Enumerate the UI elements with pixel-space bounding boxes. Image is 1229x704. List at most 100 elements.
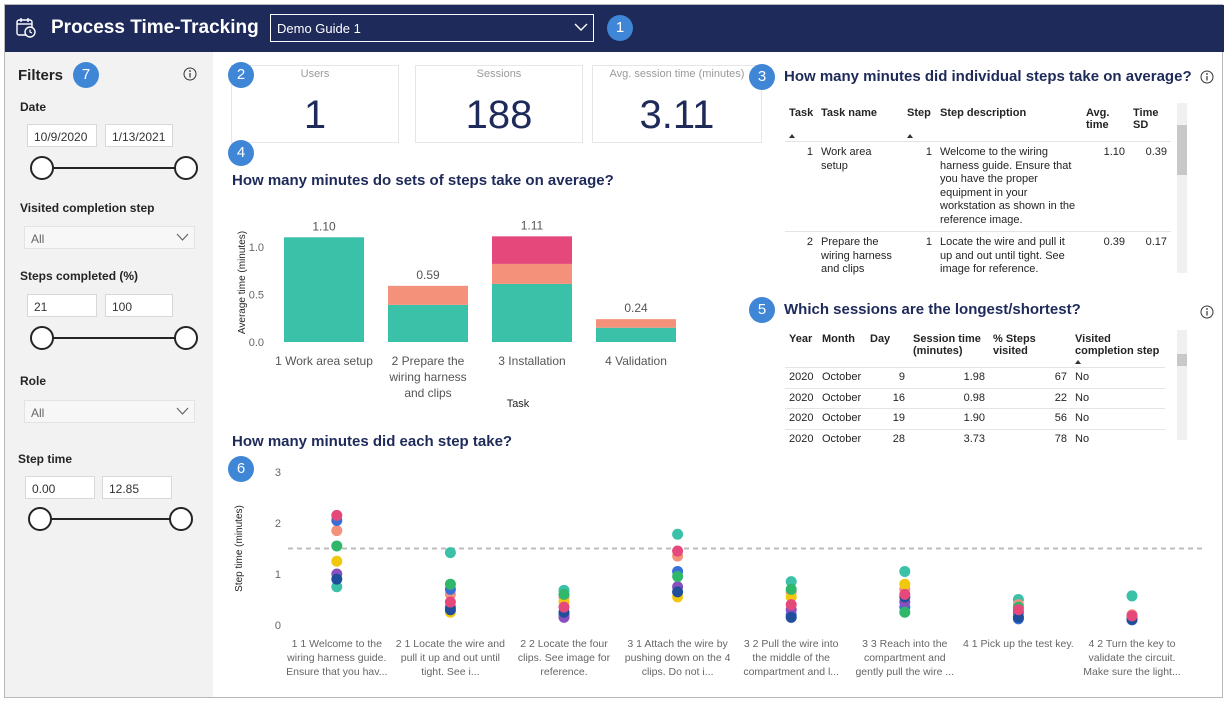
filter-input[interactable]: 21 [27, 294, 97, 317]
x-tick-label: 1 Work area setup [275, 354, 373, 368]
kpi-card: Sessions 188 [415, 65, 583, 143]
point [785, 591, 797, 603]
badge: 6 [228, 456, 254, 482]
x-tick-label: 3 3 Reach into the compartment and gentl… [855, 638, 955, 678]
sort-icon [789, 134, 795, 138]
filter-label: Step time [18, 452, 73, 466]
table-row: 2020 October 16 0.98 22 No [785, 387, 1165, 409]
filter-label: Visited completion step [20, 201, 155, 215]
badge: 1 [607, 15, 633, 41]
table-row: 2020 October 28 3.73 78 No [785, 428, 1165, 449]
table-cell: 78 [989, 428, 1071, 449]
table-cell: No [1071, 367, 1165, 388]
info-icon[interactable] [183, 67, 197, 81]
y-tick-label: 0.5 [249, 289, 264, 301]
column-header: Time SD [1133, 107, 1159, 131]
sort-icon [907, 134, 913, 138]
scrollbar[interactable] [1177, 103, 1187, 273]
point [672, 586, 684, 598]
table-row: 2020 October 9 1.98 67 No [785, 367, 1165, 388]
x-axis-label: Task [506, 398, 530, 410]
header-row: Year Month Day Session time (minutes) % Step… [785, 330, 1165, 368]
table-cell: October [818, 367, 866, 388]
info-icon[interactable] [1200, 305, 1214, 319]
kpi-card: Users 1 [231, 65, 399, 143]
filters-title: Filters [18, 67, 64, 84]
table-cell: 3.73 [909, 428, 989, 449]
point [558, 601, 570, 613]
table-cell: 1 [903, 231, 936, 276]
y-tick-label: 1 [275, 569, 281, 581]
total-label: 1.11 [521, 218, 544, 232]
column-header: % Steps visited [993, 333, 1036, 357]
point [1012, 604, 1024, 616]
range-slider[interactable] [25, 325, 205, 353]
y-axis-label: Step time (minutes) [234, 505, 245, 592]
table-cell: Prepare the wiring harness and clips [817, 231, 903, 276]
filter-label: Role [20, 374, 47, 388]
badge: 2 [228, 62, 254, 88]
point [331, 581, 343, 593]
chart-title: How many minutes do sets of steps take o… [232, 172, 614, 189]
x-tick-label: 4 1 Pick up the test key. [963, 638, 1074, 650]
table-cell: No [1071, 387, 1165, 409]
chevron [176, 407, 189, 415]
point [331, 540, 343, 552]
bar-segment [596, 327, 676, 342]
filter-input[interactable]: 0.00 [25, 476, 95, 499]
filter-input[interactable]: 12.85 [102, 476, 172, 499]
y-tick-label: 1.0 [249, 242, 264, 254]
y-tick-label: 0 [275, 620, 281, 632]
filter-dropdown[interactable]: All [24, 226, 195, 249]
column-header: Month [822, 333, 855, 345]
table-cell: 1.90 [909, 408, 989, 429]
column-header: Day [870, 333, 891, 345]
y-tick-label: 3 [275, 467, 281, 479]
info-icon[interactable] [1200, 70, 1214, 84]
column-header: Step description [940, 107, 1027, 119]
table-cell: 1 [903, 141, 936, 232]
badge: 7 [73, 62, 99, 88]
point [444, 596, 456, 608]
filter-input[interactable]: 100 [105, 294, 173, 317]
x-tick-label: 3 Installation [498, 354, 566, 368]
point [899, 578, 911, 590]
range-slider[interactable] [25, 155, 205, 183]
table-row: 1 Work area setup 1 Welcome to the wiring h… [785, 141, 1171, 232]
table-cell: No [1071, 428, 1165, 449]
filter-input[interactable]: 10/9/2020 [27, 124, 97, 147]
bar-segment [284, 237, 364, 342]
badge: 5 [749, 297, 775, 323]
table-cell: 1 [785, 141, 817, 232]
point [331, 573, 343, 585]
table-cell: 56 [989, 408, 1071, 429]
guide-dropdown-value[interactable]: Demo Guide 1 [277, 21, 361, 36]
table-cell: 0.98 [909, 387, 989, 409]
table-cell: 0.39 [1082, 231, 1129, 276]
point [444, 547, 456, 559]
point [672, 571, 684, 583]
table-cell: 28 [866, 428, 909, 449]
filter-dropdown[interactable]: All [24, 400, 195, 423]
sort-icon [1075, 360, 1081, 364]
y-axis-label: Average time (minutes) [237, 231, 248, 334]
point [331, 509, 343, 521]
table-cell: 1.10 [1082, 141, 1129, 232]
column-header: Visited completion step [1071, 330, 1165, 368]
bar-segment [388, 304, 468, 342]
table-cell: 0.17 [1129, 231, 1171, 276]
scrollbar[interactable] [1177, 330, 1187, 440]
app-icon [16, 18, 36, 38]
table-row: 2 Prepare the wiring harness and clips 1 Lo… [785, 231, 1171, 276]
guide-dropdown[interactable] [270, 14, 594, 42]
table-cell: 1.98 [909, 367, 989, 388]
point [444, 604, 456, 616]
kpi-card: Avg. session time (minutes) 3.11 [592, 65, 762, 143]
filter-input[interactable]: 1/13/2021 [105, 124, 173, 147]
range-slider[interactable] [23, 506, 203, 534]
column-header: Task [785, 104, 817, 142]
chevron [574, 23, 588, 31]
chart-title: How many minutes did each step take? [232, 433, 513, 450]
table-cell: 2020 [785, 367, 818, 388]
